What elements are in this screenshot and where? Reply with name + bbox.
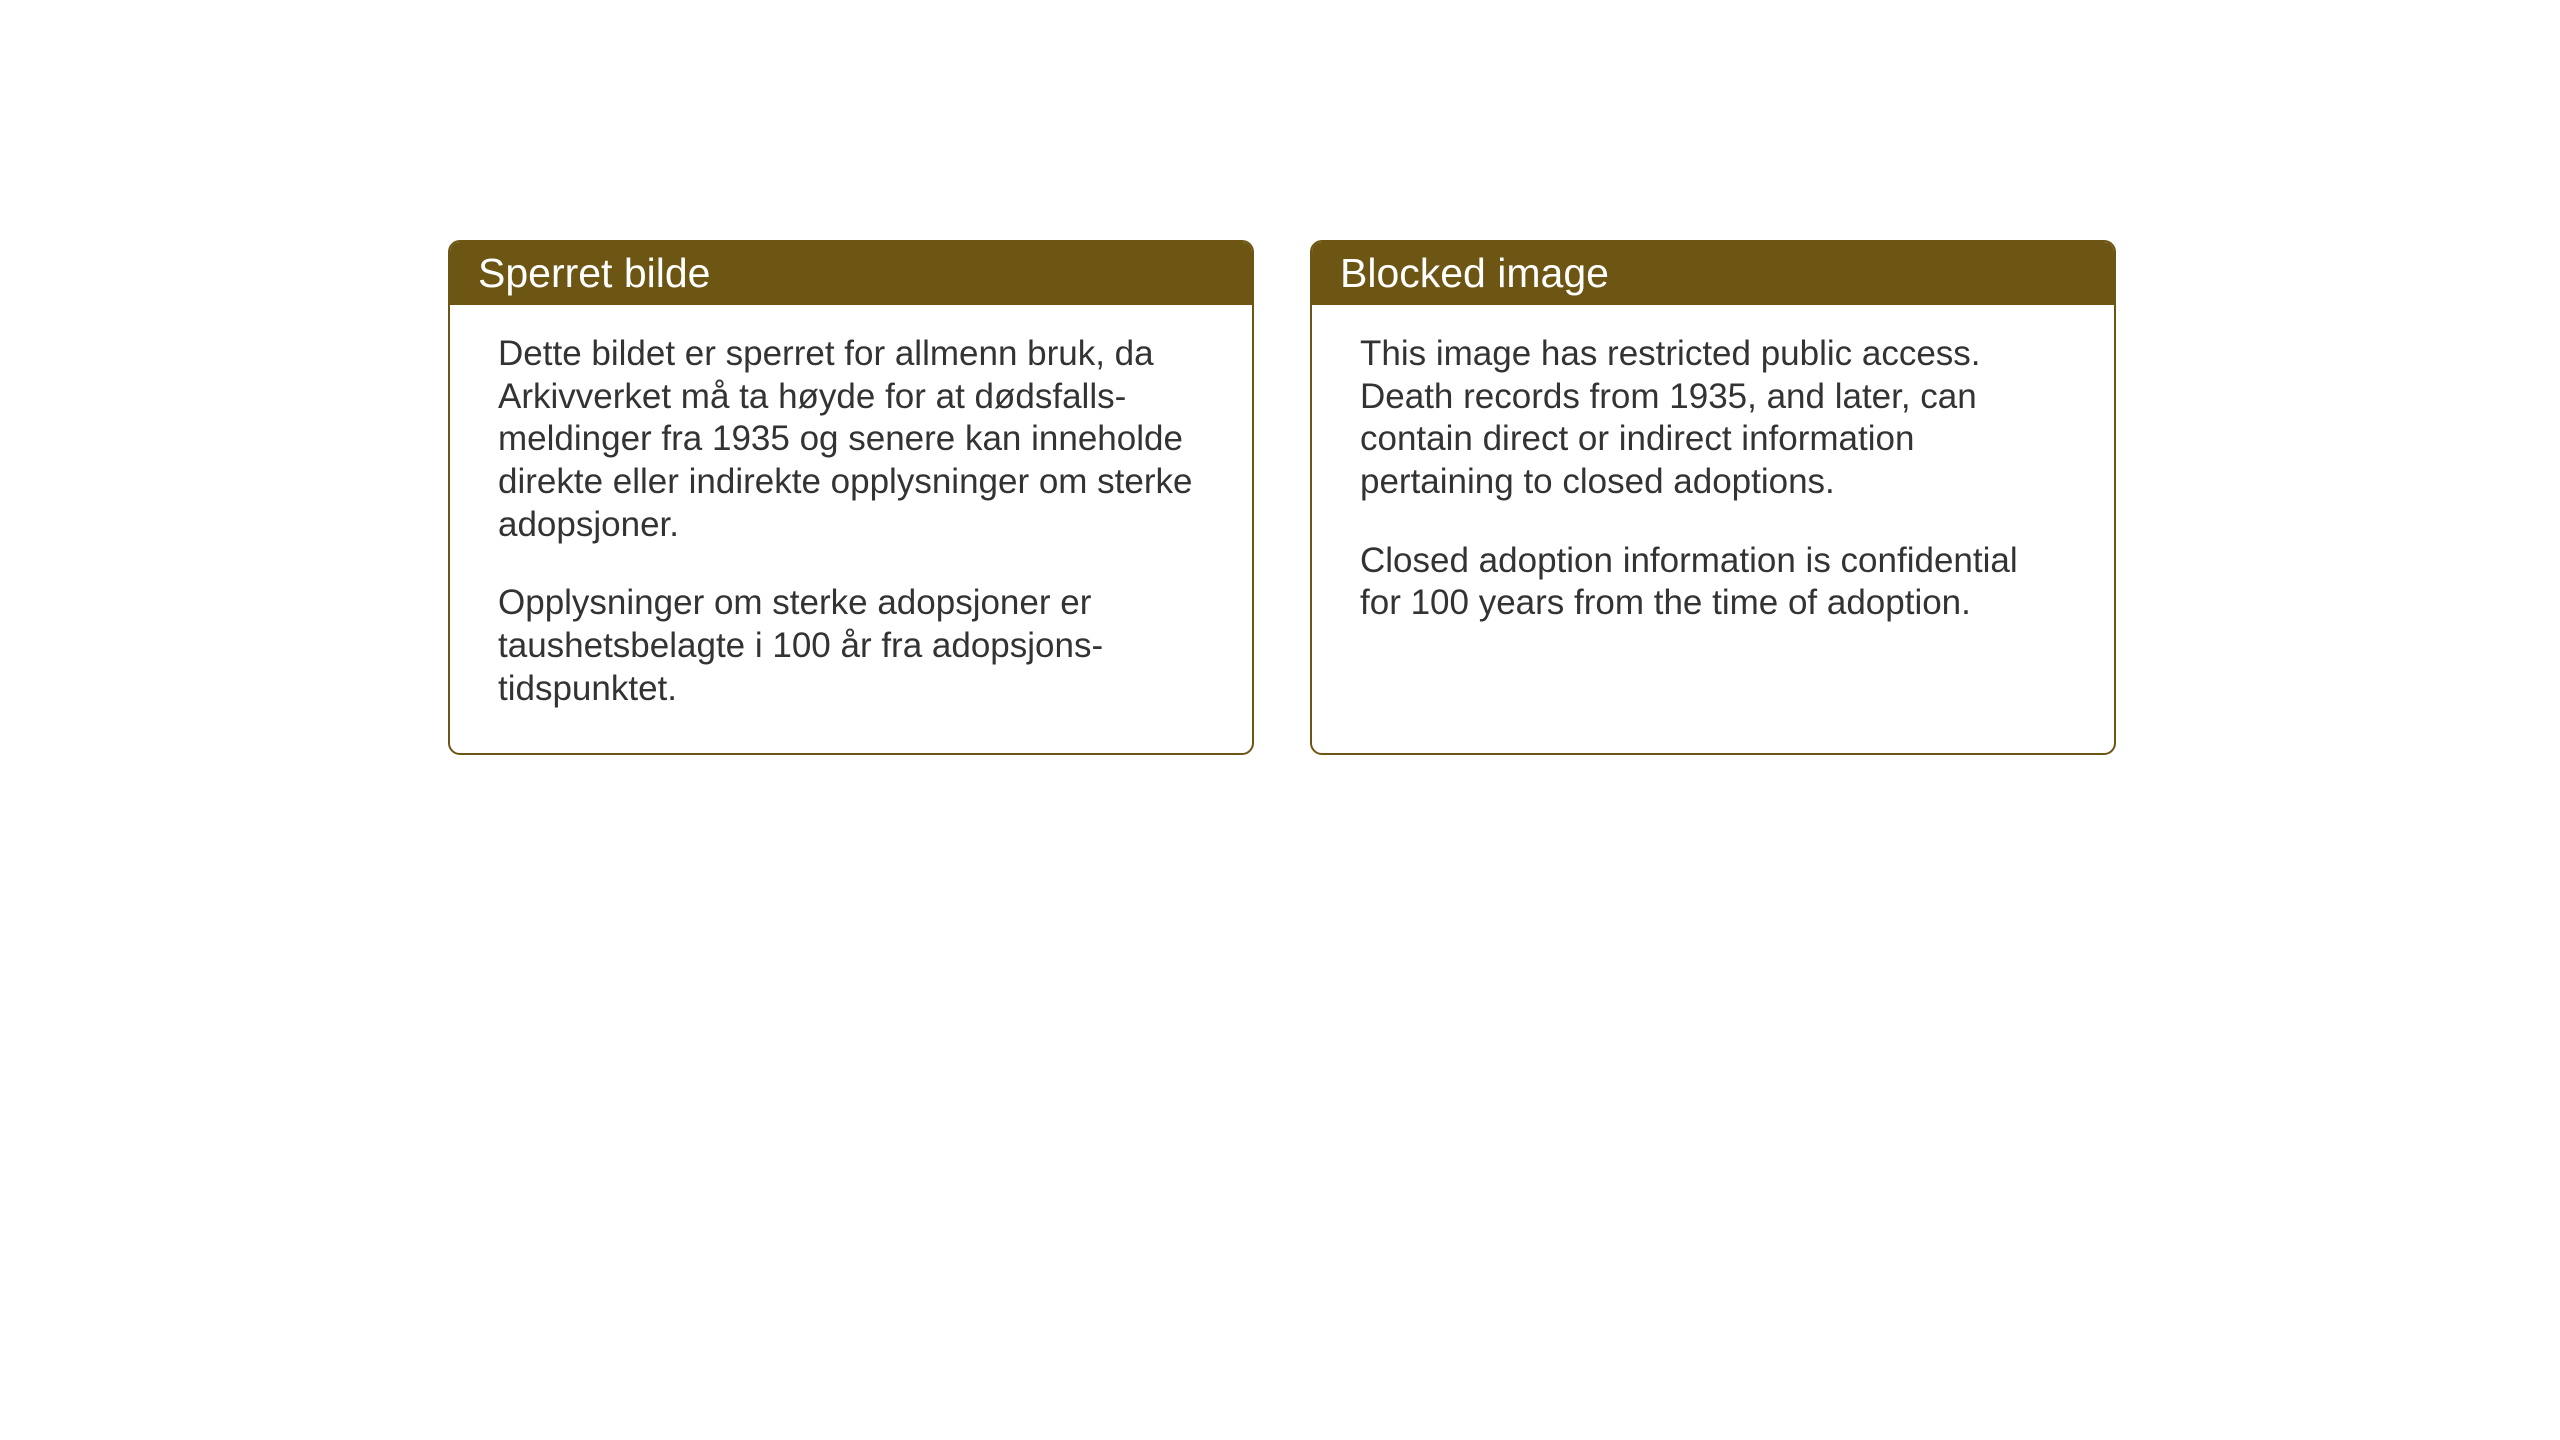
notice-header-english: Blocked image: [1312, 242, 2114, 305]
notice-card-norwegian: Sperret bilde Dette bildet er sperret fo…: [448, 240, 1254, 755]
notice-header-norwegian: Sperret bilde: [450, 242, 1252, 305]
notice-paragraph: Opplysninger om sterke adopsjoner er tau…: [498, 582, 1204, 710]
notice-paragraph: This image has restricted public access.…: [1360, 333, 2066, 504]
notice-paragraph: Dette bildet er sperret for allmenn bruk…: [498, 333, 1204, 546]
notice-body-english: This image has restricted public access.…: [1312, 305, 2114, 667]
notice-container: Sperret bilde Dette bildet er sperret fo…: [448, 240, 2116, 755]
notice-card-english: Blocked image This image has restricted …: [1310, 240, 2116, 755]
notice-paragraph: Closed adoption information is confident…: [1360, 540, 2066, 625]
notice-body-norwegian: Dette bildet er sperret for allmenn bruk…: [450, 305, 1252, 753]
